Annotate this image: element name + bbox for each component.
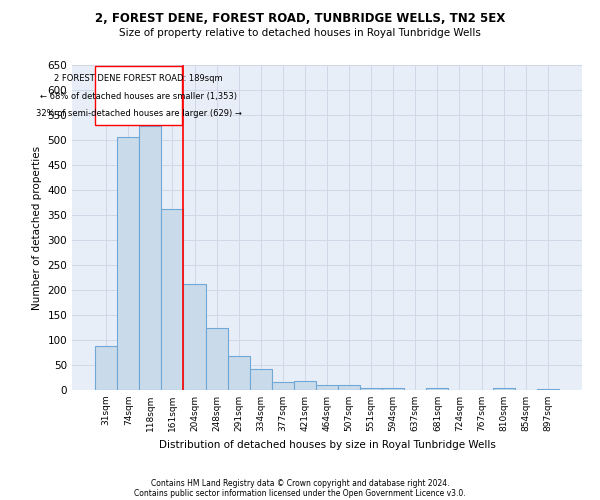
Bar xyxy=(206,328,227,390)
Bar xyxy=(360,388,382,390)
Bar xyxy=(250,369,272,390)
Bar xyxy=(294,380,316,390)
Bar xyxy=(272,382,294,390)
Bar xyxy=(427,388,448,390)
Text: 2 FOREST DENE FOREST ROAD: 189sqm: 2 FOREST DENE FOREST ROAD: 189sqm xyxy=(55,74,223,84)
Bar xyxy=(184,284,206,390)
Bar xyxy=(161,209,184,390)
Bar xyxy=(537,388,559,390)
Bar xyxy=(139,126,161,390)
FancyBboxPatch shape xyxy=(95,66,182,125)
Text: Contains HM Land Registry data © Crown copyright and database right 2024.: Contains HM Land Registry data © Crown c… xyxy=(151,478,449,488)
Y-axis label: Number of detached properties: Number of detached properties xyxy=(32,146,42,310)
Bar xyxy=(338,385,360,390)
Bar xyxy=(493,388,515,390)
Text: Size of property relative to detached houses in Royal Tunbridge Wells: Size of property relative to detached ho… xyxy=(119,28,481,38)
Bar xyxy=(95,346,117,390)
Bar xyxy=(227,356,250,390)
Text: Contains public sector information licensed under the Open Government Licence v3: Contains public sector information licen… xyxy=(134,488,466,498)
Bar xyxy=(382,388,404,390)
Text: ← 68% of detached houses are smaller (1,353): ← 68% of detached houses are smaller (1,… xyxy=(40,92,237,101)
Text: 2, FOREST DENE, FOREST ROAD, TUNBRIDGE WELLS, TN2 5EX: 2, FOREST DENE, FOREST ROAD, TUNBRIDGE W… xyxy=(95,12,505,26)
Text: 32% of semi-detached houses are larger (629) →: 32% of semi-detached houses are larger (… xyxy=(36,108,242,118)
Bar xyxy=(316,385,338,390)
X-axis label: Distribution of detached houses by size in Royal Tunbridge Wells: Distribution of detached houses by size … xyxy=(158,440,496,450)
Bar xyxy=(117,136,139,390)
